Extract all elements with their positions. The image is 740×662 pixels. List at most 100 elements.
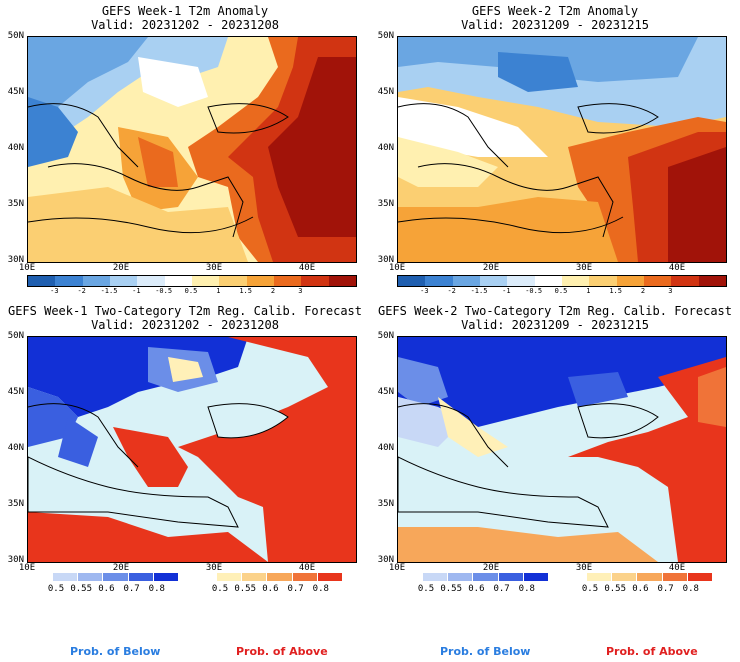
colorbar-tick-label: 0.7 [493, 584, 510, 594]
probability-map [27, 336, 357, 563]
panel-title: GEFS Week-1 Two-Category T2m Reg. Calib.… [7, 304, 362, 318]
colorbar-swatch [127, 573, 153, 581]
lon-label: 10E [388, 563, 406, 573]
panel-title: GEFS Week-2 T2m Anomaly [471, 4, 639, 18]
colorbar-swatch [273, 276, 302, 286]
colorbar-tick-label: 0.55 [70, 584, 93, 594]
lon-label: 30E [205, 563, 223, 573]
colorbar-tick-label: -2 [77, 287, 86, 295]
colorbar-swatch [216, 573, 242, 581]
colorbar-tick-label: 0.5 [47, 584, 65, 594]
colorbar-swatch [472, 573, 498, 581]
colorbar-tick-label: 0.6 [632, 584, 649, 594]
lon-label: 10E [18, 263, 36, 273]
colorbar-tick-label: 0.8 [518, 584, 535, 594]
colorbar-tick-label: -3 [420, 287, 429, 295]
colorbar-tick-label: 0.8 [148, 584, 165, 594]
colorbar-tick-label: 1.5 [609, 287, 622, 295]
colorbar-tick-label: -0.5 [155, 287, 173, 295]
panel-week1-probability: GEFS Week-1 Two-Category T2m Reg. Calib.… [0, 300, 370, 610]
colorbar-swatch [616, 276, 644, 286]
colorbar-tick-label: 1.5 [239, 287, 252, 295]
colorbar-swatch [328, 276, 356, 286]
anomaly-colorbar-ticks: -3 -2 -1.5 -1 -0.5 0.5 1 1.5 2 3 [27, 287, 355, 297]
colorbar-swatch [698, 276, 726, 286]
lon-label: 40E [668, 563, 686, 573]
colorbar-tick-label: 0.5 [554, 287, 568, 295]
colorbar-swatch [425, 276, 453, 286]
prob-below-label: Prob. of Below [440, 645, 531, 658]
colorbar-swatch [109, 276, 138, 286]
colorbar-tick-label: 0.6 [98, 584, 115, 594]
panel-valid: Valid: 20231202 - 20231208 [91, 18, 279, 32]
colorbar-swatch [636, 573, 662, 581]
colorbar-tick-label: 0.5 [581, 584, 599, 594]
prob-below-label: Prob. of Below [70, 645, 161, 658]
lat-label: 45N [7, 387, 24, 397]
colorbar-swatch [671, 276, 699, 286]
lon-label: 10E [388, 263, 406, 273]
lat-label: 35N [377, 199, 394, 209]
colorbar-swatch [164, 276, 192, 286]
below-colorbar [422, 573, 549, 581]
colorbar-swatch [611, 573, 637, 581]
colorbar-tick-label: -1.5 [100, 287, 118, 295]
lon-label: 40E [668, 263, 686, 273]
colorbar-tick-label: 0.7 [123, 584, 140, 594]
colorbar-swatch [452, 276, 480, 286]
above-colorbar [216, 573, 343, 581]
lon-label: 40E [298, 563, 316, 573]
colorbar-tick-label: -1 [132, 287, 141, 295]
colorbar-tick-label: -1 [502, 287, 511, 295]
colorbar-swatch [316, 573, 343, 581]
lat-label: 40N [377, 143, 394, 153]
colorbar-swatch [241, 573, 267, 581]
colorbar-swatch [137, 276, 165, 286]
colorbar-swatch [55, 276, 83, 286]
lat-label: 50N [377, 331, 394, 341]
lat-label: 30N [377, 555, 394, 565]
lon-label: 20E [482, 263, 500, 273]
colorbar-swatch [422, 573, 448, 581]
colorbar-swatch [246, 276, 274, 286]
colorbar-swatch [28, 276, 56, 286]
anomaly-colorbar [397, 275, 727, 287]
colorbar-tick-label: 0.6 [262, 584, 279, 594]
colorbar-tick-label: 0.6 [468, 584, 485, 594]
panel-week2-anomaly: GEFS Week-2 T2m Anomaly Valid: 20231209 … [370, 0, 740, 300]
lat-label: 35N [377, 499, 394, 509]
above-colorbar [586, 573, 713, 581]
colorbar-swatch [152, 573, 179, 581]
colorbar-swatch [191, 276, 220, 286]
lon-label: 10E [18, 563, 36, 573]
colorbar-tick-label: 0.5 [417, 584, 435, 594]
colorbar-swatch [82, 276, 110, 286]
below-colorbar-ticks: 0.5 0.55 0.6 0.7 0.8 [48, 584, 178, 594]
lon-label: 40E [298, 263, 316, 273]
anomaly-map [397, 36, 727, 263]
panel-valid: Valid: 20231209 - 20231215 [461, 18, 649, 32]
lon-label: 30E [205, 263, 223, 273]
probability-map [397, 336, 727, 563]
colorbar-tick-label: 1 [586, 287, 591, 295]
colorbar-tick-label: 0.55 [604, 584, 627, 594]
anomaly-colorbar-ticks: -3 -2 -1.5 -1 -0.5 0.5 1 1.5 2 3 [397, 287, 725, 297]
colorbar-swatch [77, 573, 103, 581]
colorbar-swatch [291, 573, 317, 581]
lat-label: 45N [377, 87, 394, 97]
lon-label: 20E [112, 263, 130, 273]
lat-label: 40N [377, 443, 394, 453]
colorbar-swatch [586, 573, 612, 581]
colorbar-tick-label: 0.5 [211, 584, 229, 594]
colorbar-tick-label: 0.55 [440, 584, 463, 594]
lat-label: 30N [377, 255, 394, 265]
colorbar-swatch [301, 276, 329, 286]
prob-above-label: Prob. of Above [606, 645, 698, 658]
lat-label: 50N [7, 331, 24, 341]
lat-label: 40N [7, 443, 24, 453]
below-colorbar-ticks: 0.5 0.55 0.6 0.7 0.8 [418, 584, 548, 594]
colorbar-tick-label: 3 [668, 287, 673, 295]
colorbar-swatch [219, 276, 247, 286]
colorbar-tick-label: -0.5 [525, 287, 543, 295]
colorbar-swatch [52, 573, 78, 581]
